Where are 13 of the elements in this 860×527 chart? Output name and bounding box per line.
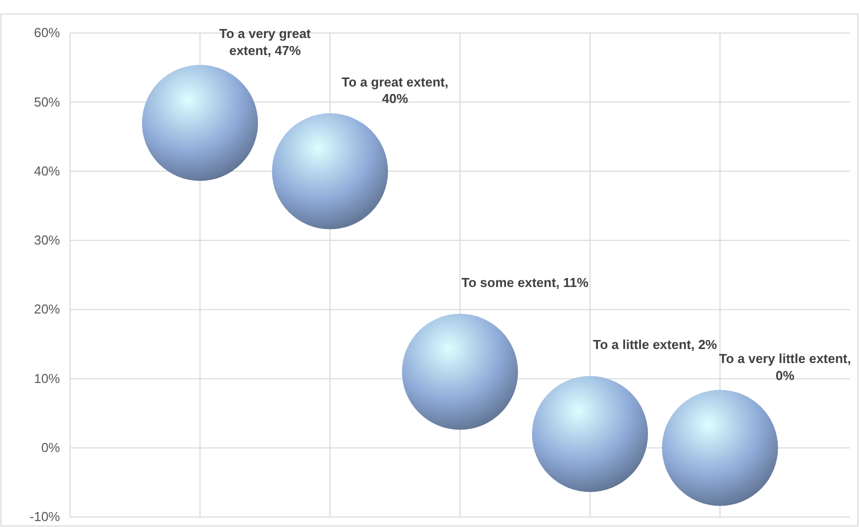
y-tick-label: 40% [34,163,60,178]
y-tick-label: 30% [34,232,60,248]
data-label: To a great extent, 40% [342,74,448,106]
data-label: To a very great extent, 47% [219,26,312,58]
y-tick-label: -10% [30,509,60,524]
y-tick-label: 20% [34,302,60,317]
y-tick-label: 60% [34,25,60,40]
data-label: To a little extent, 2% [592,337,718,352]
data-label: To some extent, 11% [462,274,589,290]
data-label: To a very little extent, 0% [719,350,851,383]
y-tick-label: 10% [34,370,60,386]
y-tick-label: 50% [34,94,60,110]
y-tick-label: 0% [41,440,60,456]
